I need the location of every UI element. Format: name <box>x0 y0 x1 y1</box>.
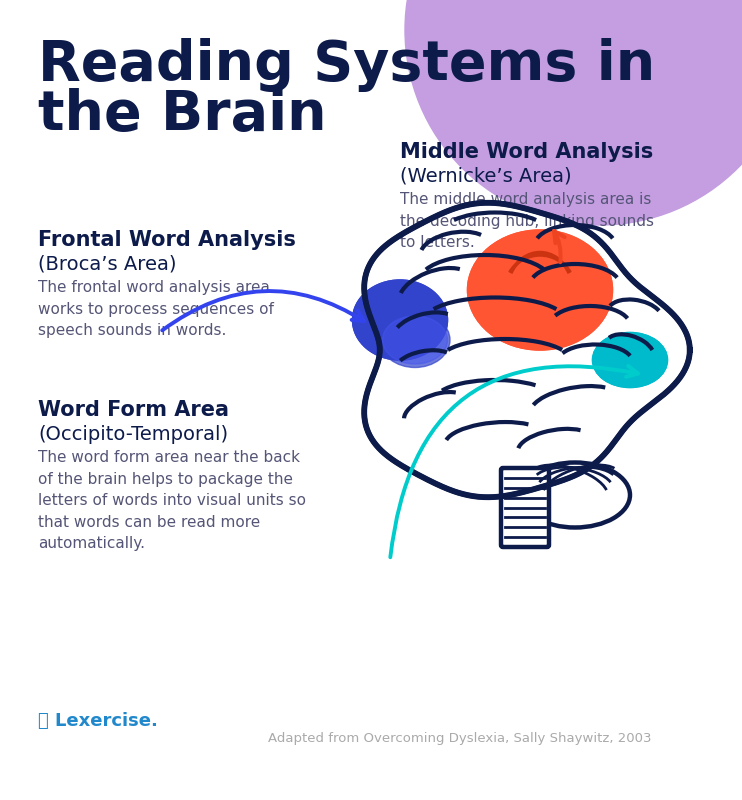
Ellipse shape <box>352 280 447 360</box>
Text: The word form area near the back
of the brain helps to package the
letters of wo: The word form area near the back of the … <box>38 450 306 551</box>
Text: The frontal word analysis area
works to process sequences of
speech sounds in wo: The frontal word analysis area works to … <box>38 280 274 338</box>
Text: (Occipito-Temporal): (Occipito-Temporal) <box>38 425 228 444</box>
Text: (Wernicke’s Area): (Wernicke’s Area) <box>400 167 571 186</box>
Ellipse shape <box>593 333 668 387</box>
Ellipse shape <box>380 313 450 367</box>
Text: The middle word analysis area is
the decoding hub, linking sounds
to letters.: The middle word analysis area is the dec… <box>400 192 654 250</box>
Circle shape <box>642 0 742 100</box>
Ellipse shape <box>467 230 612 350</box>
Circle shape <box>405 0 742 225</box>
Text: (Broca’s Area): (Broca’s Area) <box>38 255 177 274</box>
FancyBboxPatch shape <box>501 468 549 547</box>
Text: Frontal Word Analysis: Frontal Word Analysis <box>38 230 296 250</box>
Text: the Brain: the Brain <box>38 88 326 142</box>
Text: Reading Systems in: Reading Systems in <box>38 38 655 92</box>
Ellipse shape <box>467 230 612 350</box>
Text: 📚 Lexercise.: 📚 Lexercise. <box>38 712 158 730</box>
Text: Word Form Area: Word Form Area <box>38 400 229 420</box>
Ellipse shape <box>352 280 447 360</box>
Text: Adapted from Overcoming Dyslexia, Sally Shaywitz, 2003: Adapted from Overcoming Dyslexia, Sally … <box>269 732 651 745</box>
Text: Middle Word Analysis: Middle Word Analysis <box>400 142 653 162</box>
Ellipse shape <box>593 333 668 387</box>
Ellipse shape <box>382 316 447 364</box>
Ellipse shape <box>520 462 630 527</box>
Polygon shape <box>364 202 690 498</box>
